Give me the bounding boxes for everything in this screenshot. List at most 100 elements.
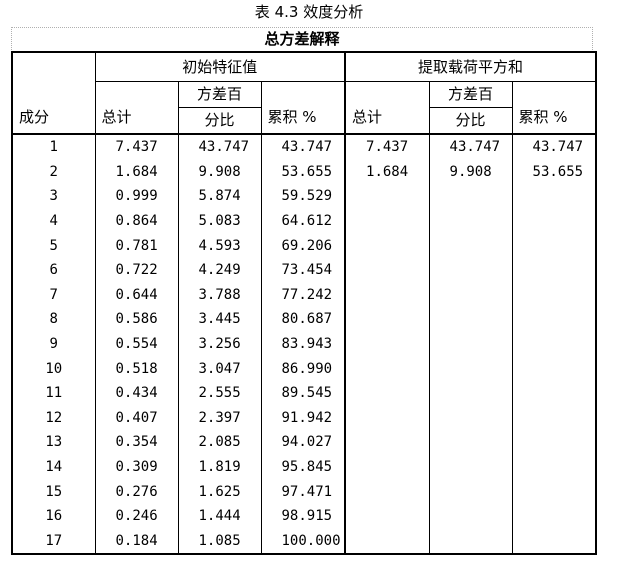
header-component: 成分 [11, 51, 96, 135]
cell-extracted-cumulative [511, 479, 598, 504]
header-extracted-variance-line1: 方差百 [428, 80, 513, 108]
cell-extracted-variance [428, 380, 513, 406]
cell-extracted-total [344, 380, 430, 406]
cell-extracted-variance [428, 528, 513, 556]
cell-extracted-cumulative [511, 184, 598, 209]
header-initial-eigenvalues: 初始特征值 [94, 51, 346, 82]
cell-extracted-variance: 43.747 [428, 133, 513, 160]
cell-initial-variance: 4.593 [177, 233, 262, 258]
cell-initial-cumulative: 83.943 [260, 331, 346, 357]
cell-extracted-total [344, 282, 430, 308]
cell-extracted-total [344, 331, 430, 357]
cell-initial-total: 0.246 [94, 503, 179, 529]
cell-extracted-cumulative [511, 380, 598, 406]
cell-extracted-cumulative [511, 528, 598, 556]
cell-extracted-total: 1.684 [344, 159, 430, 185]
cell-extracted-cumulative [511, 282, 598, 308]
cell-initial-total: 0.781 [94, 233, 179, 258]
cell-extracted-cumulative [511, 503, 598, 529]
cell-component: 15 [11, 479, 96, 504]
cell-extracted-cumulative: 53.655 [511, 159, 598, 185]
cell-extracted-variance: 9.908 [428, 159, 513, 185]
table-row: 17 0.184 1.085 100.000 [11, 528, 598, 556]
cell-initial-cumulative: 59.529 [260, 184, 346, 209]
cell-initial-variance: 5.083 [177, 208, 262, 234]
cell-initial-variance: 2.085 [177, 430, 262, 455]
cell-initial-total: 0.407 [94, 405, 179, 431]
cell-initial-variance: 2.397 [177, 405, 262, 431]
cell-initial-cumulative: 69.206 [260, 233, 346, 258]
cell-initial-total: 7.437 [94, 133, 179, 160]
cell-initial-variance: 1.625 [177, 479, 262, 504]
cell-initial-variance: 3.445 [177, 307, 262, 332]
cell-extracted-variance [428, 257, 513, 283]
variance-table: 成分 初始特征值 提取载荷平方和 总计 方差百 累积 % 总计 方差百 累积 %… [11, 51, 598, 556]
cell-extracted-total [344, 307, 430, 332]
header-initial-total: 总计 [94, 80, 179, 135]
table-row: 12 0.407 2.397 91.942 [11, 405, 598, 431]
cell-initial-variance: 1.819 [177, 454, 262, 480]
cell-extracted-total [344, 405, 430, 431]
cell-component: 11 [11, 380, 96, 406]
cell-extracted-variance [428, 233, 513, 258]
cell-initial-total: 0.586 [94, 307, 179, 332]
cell-extracted-total [344, 356, 430, 381]
cell-initial-cumulative: 77.242 [260, 282, 346, 308]
cell-extracted-cumulative [511, 307, 598, 332]
table-row: 7 0.644 3.788 77.242 [11, 282, 598, 308]
cell-extracted-variance [428, 331, 513, 357]
table-row: 3 0.999 5.874 59.529 [11, 184, 598, 209]
cell-initial-variance: 3.256 [177, 331, 262, 357]
table-caption: 表 4.3 效度分析 [254, 3, 364, 21]
cell-initial-variance: 5.874 [177, 184, 262, 209]
cell-extracted-total [344, 233, 430, 258]
cell-initial-variance: 1.444 [177, 503, 262, 529]
cell-component: 14 [11, 454, 96, 480]
header-initial-variance-line2: 分比 [177, 106, 262, 135]
cell-component: 12 [11, 405, 96, 431]
cell-initial-variance: 9.908 [177, 159, 262, 185]
cell-initial-total: 0.554 [94, 331, 179, 357]
cell-component: 10 [11, 356, 96, 381]
table-row: 5 0.781 4.593 69.206 [11, 233, 598, 258]
cell-initial-cumulative: 95.845 [260, 454, 346, 480]
cell-extracted-total [344, 503, 430, 529]
cell-extracted-total: 7.437 [344, 133, 430, 160]
cell-initial-cumulative: 97.471 [260, 479, 346, 504]
header-extracted-variance-line2: 分比 [428, 106, 513, 135]
cell-initial-cumulative: 89.545 [260, 380, 346, 406]
cell-component: 3 [11, 184, 96, 209]
cell-initial-total: 0.644 [94, 282, 179, 308]
cell-component: 5 [11, 233, 96, 258]
cell-component: 4 [11, 208, 96, 234]
cell-extracted-total [344, 257, 430, 283]
cell-component: 13 [11, 430, 96, 455]
cell-extracted-cumulative [511, 331, 598, 357]
table-row: 2 1.684 9.908 53.655 1.684 9.908 53.655 [11, 159, 598, 185]
cell-initial-total: 0.184 [94, 528, 179, 556]
table-row: 13 0.354 2.085 94.027 [11, 430, 598, 455]
cell-component: 16 [11, 503, 96, 529]
cell-initial-variance: 4.249 [177, 257, 262, 283]
cell-extracted-variance [428, 307, 513, 332]
cell-initial-variance: 3.047 [177, 356, 262, 381]
cell-extracted-cumulative [511, 405, 598, 431]
header-initial-variance-line1: 方差百 [177, 80, 262, 108]
cell-component: 9 [11, 331, 96, 357]
cell-extracted-total [344, 454, 430, 480]
cell-component: 8 [11, 307, 96, 332]
cell-component: 2 [11, 159, 96, 185]
cell-initial-cumulative: 86.990 [260, 356, 346, 381]
cell-component: 7 [11, 282, 96, 308]
table-row: 1 7.437 43.747 43.747 7.437 43.747 43.747 [11, 133, 598, 160]
cell-initial-total: 0.354 [94, 430, 179, 455]
header-extracted-total: 总计 [344, 80, 430, 135]
cell-extracted-variance [428, 479, 513, 504]
table-row: 15 0.276 1.625 97.471 [11, 479, 598, 504]
cell-initial-total: 0.434 [94, 380, 179, 406]
cell-initial-cumulative: 80.687 [260, 307, 346, 332]
cell-extracted-variance [428, 405, 513, 431]
cell-extracted-variance [428, 356, 513, 381]
header-initial-cumulative: 累积 % [260, 80, 346, 135]
cell-initial-cumulative: 64.612 [260, 208, 346, 234]
